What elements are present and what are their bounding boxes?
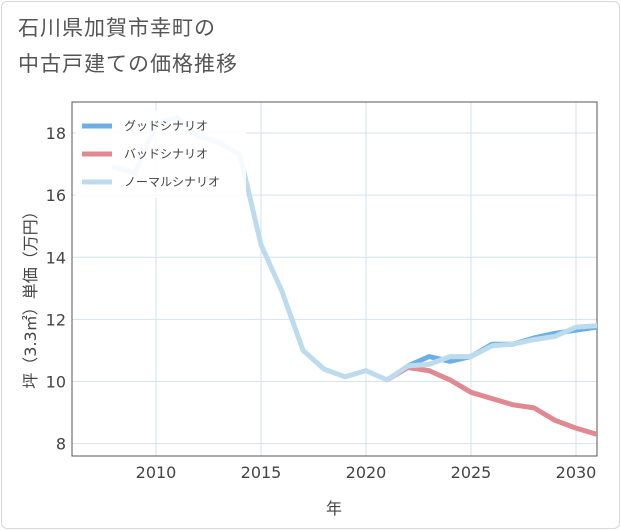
y-tick-label: 18 <box>46 124 66 143</box>
x-tick-label: 2010 <box>136 463 177 482</box>
legend-label: ノーマルシナリオ <box>124 175 220 189</box>
x-tick-label: 2020 <box>346 463 387 482</box>
x-tick-label: 2015 <box>241 463 282 482</box>
y-tick-label: 8 <box>56 435 66 454</box>
tick-labels: 2010 2015 2020 2025 2030 8 10 12 14 16 18 <box>46 124 597 482</box>
x-tick-label: 2030 <box>556 463 597 482</box>
x-tick-label: 2025 <box>451 463 492 482</box>
legend-label: バッドシナリオ <box>124 147 208 161</box>
grid-lines <box>72 102 597 456</box>
chart-title: 石川県加賀市幸町の 中古戸建ての価格推移 <box>18 10 238 82</box>
y-tick-label: 10 <box>46 372 66 391</box>
y-axis-title: 坪（3.3㎡）単価（万円） <box>21 203 40 388</box>
y-tick-label: 14 <box>46 248 66 267</box>
chart-title-line-1: 石川県加賀市幸町の <box>18 16 216 40</box>
x-axis-title: 年 <box>326 499 342 518</box>
plot-area-frame <box>71 101 598 457</box>
legend-label: グッドシナリオ <box>124 119 208 133</box>
y-tick-label: 12 <box>46 310 66 329</box>
y-tick-label: 16 <box>46 186 66 205</box>
chart-title-line-2: 中古戸建ての価格推移 <box>18 52 238 76</box>
series-line-1 <box>384 365 597 437</box>
